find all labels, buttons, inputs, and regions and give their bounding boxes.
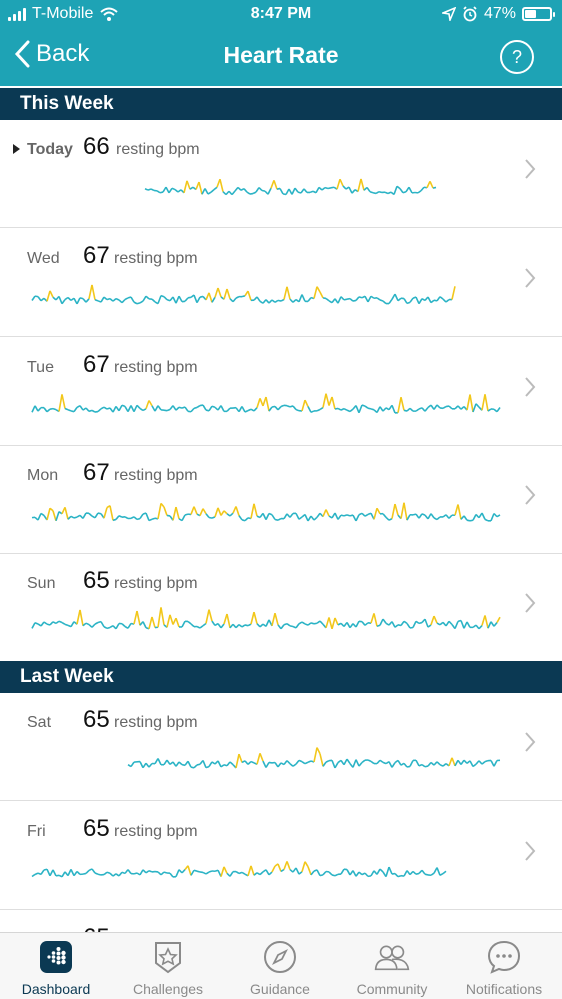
tab-bar: Dashboard Challenges Guidance Community … [0, 932, 562, 999]
chevron-right-icon [525, 485, 536, 505]
heart-rate-sparkline [31, 861, 447, 878]
resting-bpm-unit: resting bpm [114, 714, 198, 731]
day-row[interactable]: Sun 65 resting bpm [0, 553, 562, 662]
back-label: Back [36, 40, 90, 67]
heart-rate-sparkline [127, 747, 501, 769]
page-title: Heart Rate [223, 42, 339, 68]
battery-icon [522, 7, 555, 21]
heart-rate-sparkline [31, 393, 501, 414]
chevron-left-icon [14, 40, 30, 68]
tab-dashboard-label: Dashboard [21, 981, 91, 997]
resting-bpm-unit: resting bpm [114, 823, 198, 840]
day-label: Sat [27, 714, 52, 731]
resting-bpm-unit: resting bpm [114, 250, 198, 267]
day-label: Sun [27, 575, 56, 592]
heart-rate-sparkline [31, 607, 501, 630]
resting-bpm-value: 65 [83, 567, 110, 594]
day-label: Mon [27, 467, 59, 484]
day-row[interactable]: Today 66 resting bpm [0, 119, 562, 228]
nav-bar: Back Heart Rate ? [0, 30, 562, 86]
signal-icon [8, 7, 26, 21]
chevron-right-icon [525, 732, 536, 752]
tab-dashboard[interactable]: Dashboard [0, 939, 112, 997]
compass-icon [264, 941, 296, 973]
chevron-right-icon [525, 377, 536, 397]
chevron-right-icon [525, 159, 536, 179]
resting-bpm-value: 67 [83, 459, 110, 486]
day-row[interactable]: Sat 65 resting bpm [0, 692, 562, 801]
section-header-last-week: Last Week [0, 661, 562, 693]
resting-bpm-value: 65 [83, 815, 110, 842]
location-arrow-icon [441, 7, 456, 21]
resting-bpm-value: 65 [83, 706, 110, 733]
tab-guidance-label: Guidance [250, 981, 310, 997]
heart-rate-sparkline [144, 178, 437, 196]
today-marker-icon [13, 144, 20, 154]
chevron-right-icon [525, 841, 536, 861]
resting-bpm-unit: resting bpm [114, 575, 198, 592]
day-row[interactable]: Mon 67 resting bpm [0, 445, 562, 554]
tab-challenges[interactable]: Challenges [112, 939, 224, 997]
battery-percent: 47% [483, 5, 516, 22]
resting-bpm-unit: resting bpm [114, 359, 198, 376]
day-label: Today [27, 141, 73, 158]
day-row[interactable]: Fri 65 resting bpm [0, 801, 562, 910]
tab-challenges-label: Challenges [132, 981, 204, 997]
help-button[interactable]: ? [500, 40, 534, 74]
people-icon [374, 945, 410, 971]
star-badge-icon [155, 942, 181, 974]
day-label: Fri [27, 823, 46, 840]
resting-bpm-value: 67 [83, 351, 110, 378]
chevron-right-icon [525, 268, 536, 288]
resting-bpm-unit: resting bpm [116, 141, 200, 158]
day-row[interactable]: Wed 67 resting bpm [0, 228, 562, 337]
section-header-this-week: This Week [0, 88, 562, 120]
resting-bpm-unit: resting bpm [114, 467, 198, 484]
status-right: 47% [441, 5, 555, 23]
heart-rate-sparkline [31, 502, 501, 522]
tab-notifications[interactable]: Notifications [448, 939, 560, 997]
status-bar: T-Mobile 8:47 PM 47% [0, 0, 562, 30]
status-left: T-Mobile [8, 5, 119, 23]
resting-bpm-value: 67 [83, 242, 110, 269]
resting-bpm-value: 66 [83, 133, 110, 160]
day-label: Wed [27, 250, 60, 267]
tab-community-label: Community [356, 981, 428, 997]
day-row[interactable]: Tue 67 resting bpm [0, 337, 562, 446]
day-label: Tue [27, 359, 54, 376]
heart-rate-sparkline [31, 284, 456, 305]
tab-community[interactable]: Community [336, 939, 448, 997]
alarm-icon [463, 6, 477, 22]
status-time: 8:47 PM [250, 5, 312, 22]
chevron-right-icon [525, 593, 536, 613]
chat-bubble-icon [487, 940, 521, 974]
wifi-icon [100, 7, 119, 21]
tab-notifications-label: Notifications [465, 981, 543, 997]
back-button[interactable]: Back [14, 40, 89, 68]
top-bar: T-Mobile 8:47 PM 47% [0, 0, 562, 86]
tab-guidance[interactable]: Guidance [224, 939, 336, 997]
dashboard-icon [40, 941, 72, 973]
carrier: T-Mobile [32, 5, 94, 22]
